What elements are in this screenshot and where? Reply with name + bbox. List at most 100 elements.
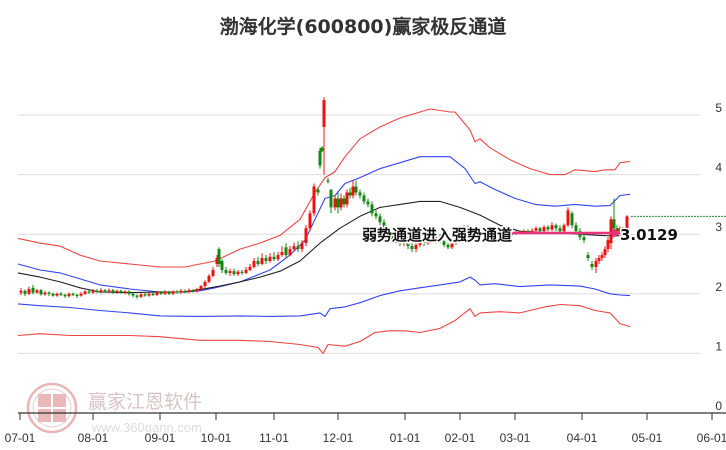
candle-body: [506, 232, 510, 235]
candle-body: [228, 271, 232, 273]
candle-body: [23, 290, 27, 294]
candle-body: [609, 219, 613, 244]
candle-body: [478, 231, 482, 235]
band-lower-outer: [17, 303, 631, 354]
candle-body: [256, 261, 260, 264]
candle-body: [199, 286, 203, 290]
candle-body: [566, 210, 570, 226]
candle-body: [195, 289, 199, 292]
candle-body: [304, 228, 308, 244]
candle-body: [382, 222, 386, 232]
candle-body: [308, 213, 312, 229]
candle-body: [131, 293, 135, 296]
y-tick-label: 0: [715, 399, 722, 413]
watermark-name: 赢家江恩软件: [88, 391, 202, 413]
candle-body: [625, 216, 629, 232]
candle-body: [31, 287, 35, 293]
arrow-head-icon: [612, 228, 622, 238]
candle-body: [171, 291, 175, 294]
candle-body: [562, 225, 566, 232]
candle-body: [59, 293, 63, 295]
candle-body: [345, 192, 349, 205]
candle-body: [232, 271, 236, 275]
candle-body: [139, 294, 143, 297]
x-tick-label: 12-01: [323, 431, 354, 445]
candle-body: [358, 192, 362, 196]
candle-body: [486, 233, 490, 235]
candle-body: [603, 249, 607, 256]
candle-body: [95, 290, 99, 293]
candle-body: [135, 295, 139, 297]
candle-body: [312, 186, 316, 214]
candle-body: [260, 258, 264, 264]
x-axis: 07-01 08-01 09-01 10-01 11-01 12-01 01-01 02-01…: [5, 412, 726, 445]
candle-body: [183, 290, 187, 293]
candle-body: [252, 261, 256, 267]
candle-body: [35, 290, 39, 293]
candle-body: [474, 231, 478, 235]
candle-body: [316, 189, 320, 193]
y-tick-label: 4: [715, 161, 722, 175]
candle-body: [123, 291, 127, 293]
candle-body: [402, 240, 406, 244]
candle-body: [19, 290, 23, 293]
candle-body: [390, 234, 394, 241]
candle-body: [434, 237, 438, 241]
x-tick-label: 06-01: [697, 431, 726, 445]
candle-body: [621, 228, 625, 232]
candle-body: [458, 234, 462, 241]
candle-body: [414, 244, 418, 250]
candle-body: [582, 237, 586, 241]
y-axis: 0 1 2 3 4 5: [715, 101, 722, 413]
candle-body: [47, 292, 51, 294]
candle-body: [63, 294, 67, 297]
candle-body: [386, 231, 390, 235]
candle-body: [296, 246, 300, 250]
candle-body: [203, 281, 207, 287]
candle-body: [51, 293, 55, 296]
candle-body: [179, 290, 183, 293]
candle-body: [398, 237, 402, 244]
band-upper-outer: [17, 108, 631, 268]
candle-body: [430, 237, 434, 241]
candle-body: [342, 198, 346, 205]
candle-body: [362, 195, 366, 202]
candle-body: [91, 290, 95, 293]
candle-body: [67, 293, 71, 297]
candle-body: [27, 289, 31, 294]
candle-body: [71, 293, 75, 295]
candle-body: [426, 237, 430, 244]
candle-body: [615, 228, 619, 232]
candle-body: [542, 227, 546, 232]
candle-body: [320, 147, 324, 151]
candle-body: [83, 291, 87, 294]
x-tick-label: 03-01: [500, 431, 531, 445]
candle-body: [594, 261, 598, 267]
x-tick-label: 08-01: [78, 431, 109, 445]
candle-body: [322, 100, 326, 127]
candle-body: [534, 228, 538, 231]
candle-body: [612, 219, 616, 229]
candle-body: [55, 293, 59, 296]
candle-body: [167, 292, 171, 294]
y-tick-label: 3: [715, 220, 722, 234]
candle-body: [410, 246, 414, 250]
candle-body: [240, 271, 244, 273]
candle-body: [163, 292, 167, 294]
candle-body: [217, 249, 221, 264]
y-tick-label: 5: [715, 101, 722, 115]
candle-body: [211, 269, 215, 276]
candle-body: [264, 258, 268, 262]
candle-body: [502, 233, 506, 235]
candle-body: [466, 228, 470, 232]
candle-body: [422, 240, 426, 244]
candle-body: [155, 292, 159, 295]
candle-body: [272, 256, 276, 260]
candle-body: [280, 252, 284, 256]
candle-body: [558, 228, 562, 232]
candle-body: [276, 255, 280, 260]
candle-body: [574, 225, 578, 232]
candle-body: [450, 243, 454, 248]
x-tick-label: 02-01: [445, 431, 476, 445]
candle-body: [498, 233, 502, 235]
